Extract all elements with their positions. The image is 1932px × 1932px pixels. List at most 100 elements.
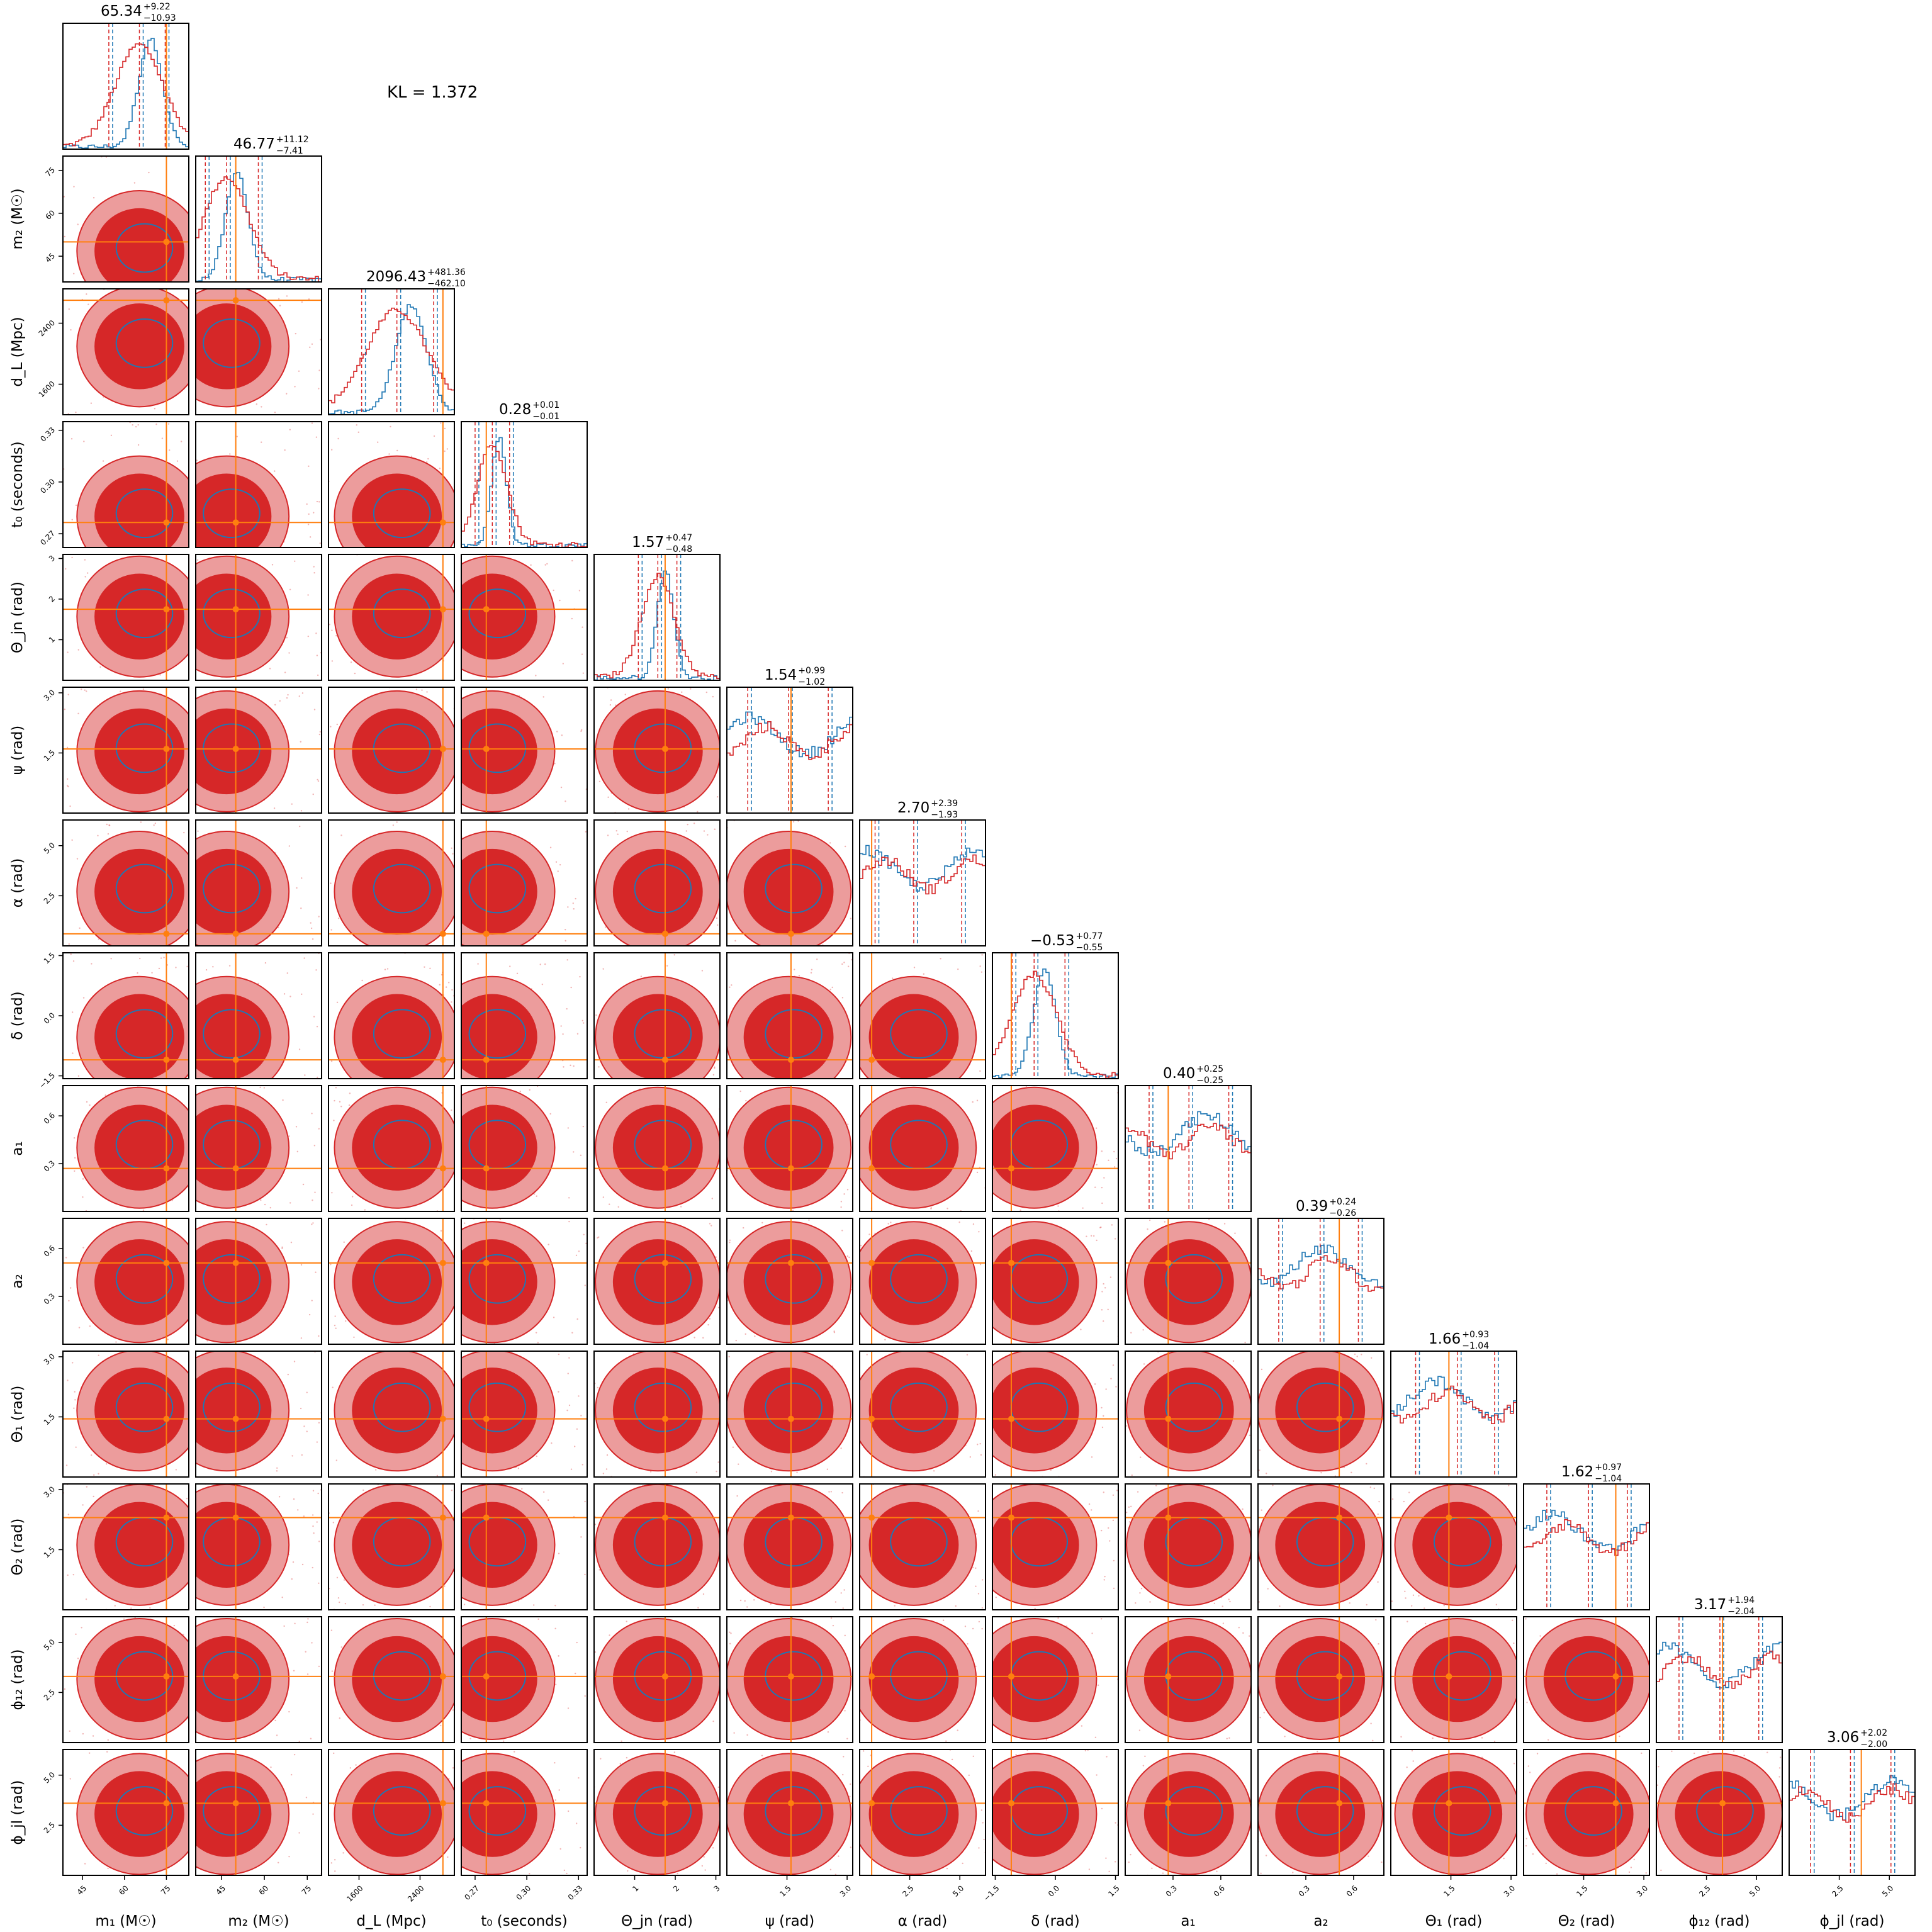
scatter-point [981, 1627, 983, 1630]
contour-blue [1296, 1786, 1354, 1836]
scatter-point [558, 1655, 559, 1657]
scatter-point [283, 1625, 285, 1627]
scatter-point [163, 957, 165, 958]
scatter-point [502, 1740, 505, 1742]
scatter-point [343, 1241, 345, 1244]
contour-blue [468, 863, 527, 914]
panel-a2-alpha [859, 1218, 986, 1345]
panel-a2-dL [328, 1218, 455, 1345]
scatter-point [597, 1386, 599, 1389]
truth-point [787, 1415, 794, 1422]
scatter-point [1513, 1763, 1515, 1765]
scatter-point [575, 1254, 578, 1256]
truth-point [661, 930, 668, 937]
scatter-point [295, 1126, 298, 1128]
scatter-point [830, 1491, 833, 1493]
scatter-point [978, 1620, 980, 1623]
scatter-point [1106, 1756, 1108, 1758]
scatter-point [71, 1011, 74, 1013]
scatter-point [1238, 1627, 1240, 1629]
scatter-point [296, 887, 298, 889]
scatter-point [615, 829, 617, 832]
scatter-point [295, 332, 297, 335]
scatter-point [340, 1106, 342, 1108]
contour-inner [868, 1104, 959, 1191]
panel-frame [62, 1351, 189, 1478]
scatter-point [1094, 1383, 1096, 1385]
scatter-point [314, 1191, 316, 1193]
scatter-point [729, 1239, 731, 1241]
scatter-point [677, 1872, 678, 1875]
scatter-point [1259, 1449, 1261, 1451]
panel-frame [328, 421, 455, 548]
scatter-point [554, 1627, 556, 1630]
scatter-point [276, 1470, 278, 1472]
truth-point [163, 1514, 170, 1521]
scatter-point [1261, 1509, 1262, 1511]
scatter-point [212, 966, 214, 968]
title-plus-a1: +0.25 [1196, 1064, 1223, 1074]
scatter-point [530, 564, 532, 566]
panel-a1-t0 [461, 1085, 588, 1212]
scatter-point [1633, 1858, 1635, 1860]
contour-blue [765, 1009, 823, 1059]
panel-frame [195, 1616, 322, 1743]
scatter-point [155, 423, 157, 425]
scatter-point [142, 688, 145, 690]
contour-inner [461, 1636, 537, 1722]
scatter-point [343, 1579, 345, 1581]
panel-phi_jl-a1: 0.3 0.6a₁ [1125, 1749, 1252, 1929]
scatter-point [340, 1646, 342, 1648]
panel-frame [726, 819, 853, 946]
scatter-point [1137, 1491, 1139, 1493]
scatter-point [1081, 1725, 1083, 1727]
scatter-point [444, 450, 446, 452]
panel-a1-psi [726, 1085, 853, 1212]
panel-frame [992, 1085, 1119, 1212]
scatter-point [303, 957, 305, 959]
scatter-point [169, 449, 171, 451]
scatter-point [1112, 1364, 1115, 1366]
contour-inner [868, 1368, 959, 1454]
scatter-point [576, 1641, 578, 1644]
scatter-point [1114, 1238, 1116, 1240]
scatter-point [301, 1454, 303, 1456]
scatter-point [1101, 1291, 1103, 1293]
scatter-point [1138, 1729, 1141, 1731]
scatter-point [581, 1464, 583, 1466]
scatter-point [851, 1288, 853, 1291]
scatter-point [429, 1605, 431, 1608]
scatter-point [711, 1198, 714, 1199]
panel-frame [62, 1218, 189, 1345]
panel-phi12-dL [328, 1616, 455, 1743]
scatter-point [82, 1178, 84, 1180]
yaxis-label-phi_jl: ϕ_jl (rad) [9, 1780, 26, 1845]
scatter-point [67, 651, 69, 653]
scatter-point [1139, 1592, 1141, 1594]
contour-inner [743, 848, 834, 935]
scatter-point [553, 1317, 555, 1318]
scatter-point [843, 1589, 845, 1591]
scatter-point [293, 1670, 295, 1671]
scatter-point [1556, 1873, 1558, 1875]
hist-blue-m1 [63, 38, 189, 149]
truth-point [439, 606, 446, 613]
panel-psi-m1: 1.53.0ψ (rad) [9, 687, 189, 814]
scatter-point [92, 1735, 94, 1737]
title-theta2: 1.62 [1561, 1464, 1593, 1480]
scatter-point [551, 1442, 553, 1444]
scatter-point [792, 821, 795, 823]
panel-a2-theta_jn [593, 1218, 721, 1345]
scatter-point [607, 834, 609, 836]
scatter-point [575, 897, 576, 900]
scatter-point [319, 542, 321, 544]
scatter-point [649, 1471, 652, 1473]
scatter-point [1213, 1602, 1216, 1605]
scatter-point [1228, 1737, 1230, 1739]
panel-delta-t0 [461, 952, 588, 1079]
scatter-point [298, 825, 301, 828]
contour-blue [115, 318, 174, 368]
scatter-point [312, 793, 314, 795]
contour-inner [743, 1368, 834, 1454]
hist-blue-theta2 [1524, 1510, 1649, 1610]
